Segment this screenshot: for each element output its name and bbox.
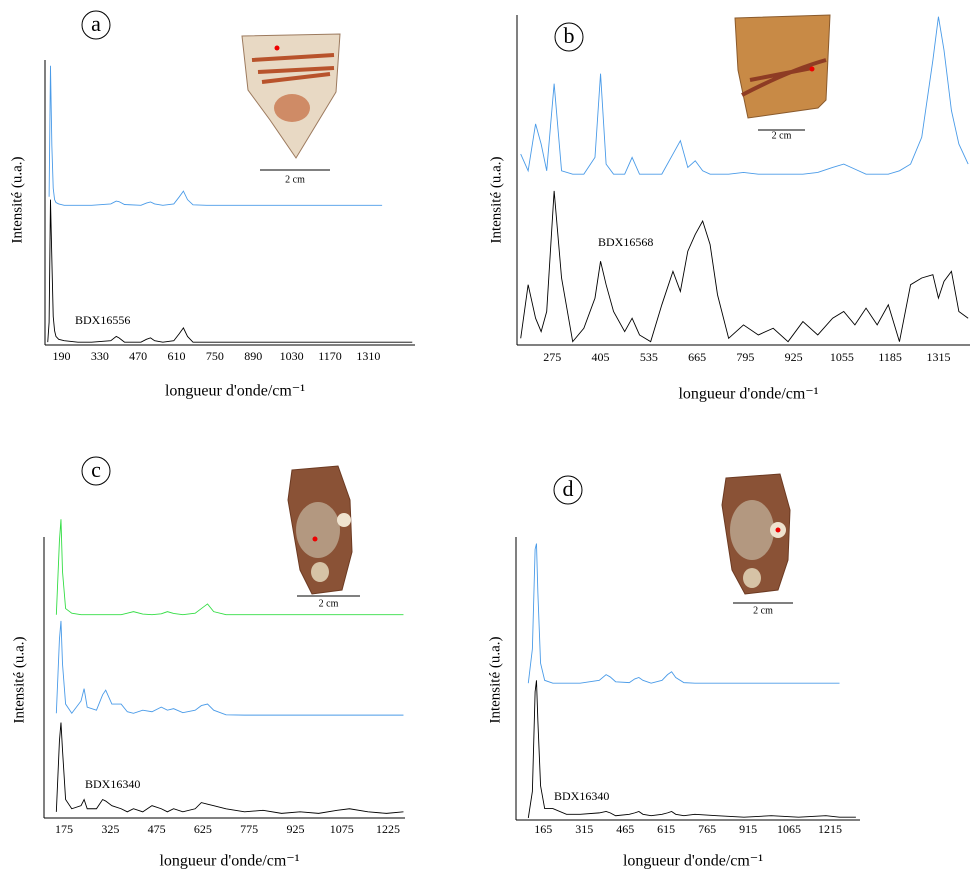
x-axis-title: longueur d'onde/cm⁻¹ xyxy=(623,853,763,870)
spectrum-line xyxy=(47,199,413,343)
x-tick-label: 625 xyxy=(194,822,212,836)
scale-label: 2 cm xyxy=(285,174,305,185)
spectrum-line xyxy=(55,519,404,616)
y-axis-title: Intensité (u.a.) xyxy=(487,636,503,723)
x-tick-label: 165 xyxy=(534,822,552,836)
spectrum-line xyxy=(55,722,404,814)
spectrum-line xyxy=(527,543,840,684)
scale-label: 2 cm xyxy=(772,130,792,141)
panel-circle xyxy=(554,22,584,52)
x-tick-label: 925 xyxy=(785,350,803,364)
x-tick-label: 175 xyxy=(55,822,73,836)
x-tick-label: 325 xyxy=(101,822,119,836)
sample-label: BDX16340 xyxy=(85,777,140,791)
panel-label: d xyxy=(563,476,574,501)
x-tick-label: 475 xyxy=(148,822,166,836)
y-axis-title: Intensité (u.a.) xyxy=(9,156,25,243)
spectrum-line xyxy=(520,16,969,175)
y-axis-title: Intensité (u.a.) xyxy=(11,636,27,723)
x-axis-title: longueur d'onde/cm⁻¹ xyxy=(678,386,818,403)
x-tick-label: 1310 xyxy=(356,349,380,363)
x-tick-label: 750 xyxy=(206,349,224,363)
sherd-photo-d xyxy=(721,473,791,595)
x-axis-title: longueur d'onde/cm⁻¹ xyxy=(165,383,305,400)
x-tick-label: 1185 xyxy=(878,350,902,364)
x-tick-label: 890 xyxy=(244,349,262,363)
spectrum-line xyxy=(520,190,969,343)
sherd-photo-c xyxy=(287,465,353,595)
x-tick-label: 775 xyxy=(240,822,258,836)
x-tick-label: 470 xyxy=(129,349,147,363)
sherd-photo-b xyxy=(734,14,831,119)
scale-label: 2 cm xyxy=(753,605,773,616)
x-tick-label: 405 xyxy=(592,350,610,364)
x-tick-label: 615 xyxy=(657,822,675,836)
spectrum-line xyxy=(48,65,383,206)
panel-circle xyxy=(81,10,111,40)
panel-circle xyxy=(81,456,111,486)
y-axis-title: Intensité (u.a.) xyxy=(488,156,504,243)
sample-label: BDX16340 xyxy=(554,789,609,803)
panel-circle xyxy=(553,475,583,505)
x-tick-label: 915 xyxy=(739,822,757,836)
spectrum-line xyxy=(527,680,856,819)
x-tick-label: 1030 xyxy=(280,349,304,363)
sample-label: BDX16568 xyxy=(598,235,653,249)
x-tick-label: 330 xyxy=(91,349,109,363)
panel-label: b xyxy=(564,23,575,48)
x-tick-label: 1315 xyxy=(926,350,950,364)
sherd-photo-a xyxy=(241,33,341,159)
x-tick-label: 315 xyxy=(575,822,593,836)
x-tick-label: 1055 xyxy=(830,350,854,364)
x-tick-label: 535 xyxy=(640,350,658,364)
x-tick-label: 465 xyxy=(616,822,634,836)
x-tick-label: 925 xyxy=(286,822,304,836)
x-tick-label: 765 xyxy=(698,822,716,836)
x-tick-label: 665 xyxy=(688,350,706,364)
x-tick-label: 1225 xyxy=(376,822,400,836)
spectrum-line xyxy=(55,620,404,716)
x-tick-label: 1170 xyxy=(318,349,342,363)
x-tick-label: 1065 xyxy=(777,822,801,836)
panel-label: a xyxy=(91,11,101,36)
x-tick-label: 275 xyxy=(543,350,561,364)
x-tick-label: 1215 xyxy=(818,822,842,836)
x-tick-label: 610 xyxy=(168,349,186,363)
x-tick-label: 795 xyxy=(736,350,754,364)
x-axis-title: longueur d'onde/cm⁻¹ xyxy=(159,853,299,870)
panel-label: c xyxy=(91,457,101,482)
x-tick-label: 190 xyxy=(52,349,70,363)
sample-label: BDX16556 xyxy=(75,313,130,327)
scale-label: 2 cm xyxy=(319,598,339,609)
x-tick-label: 1075 xyxy=(330,822,354,836)
